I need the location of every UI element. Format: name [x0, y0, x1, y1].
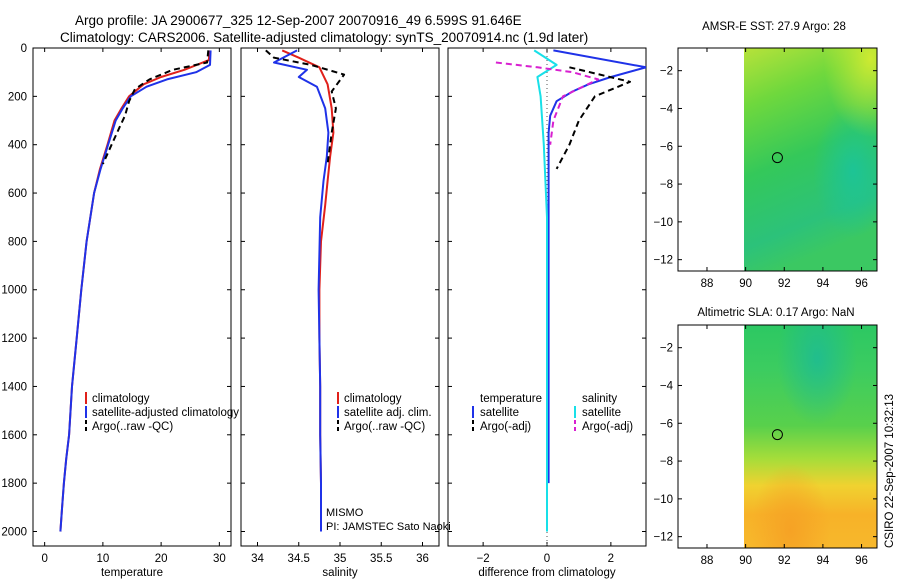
- sla_map-xtick-label: 88: [701, 555, 714, 567]
- sst_map-xtick-label: 88: [701, 278, 714, 290]
- sst_map-xtick-label: 92: [778, 278, 791, 290]
- temperature-plot-frame: [32, 47, 232, 547]
- salinity-series-group: [265, 49, 346, 532]
- temperature-legend: climatology satellite-adjusted climatolo…: [85, 392, 239, 433]
- salinity-panel: 34 34.5 35 35.5 36 salinity: [240, 47, 440, 579]
- legend-climatology-label: climatology: [344, 393, 402, 405]
- argo-float-location-marker: [771, 429, 783, 441]
- header-line-1: Argo profile: JA 2900677_325 12-Sep-2007…: [75, 13, 522, 28]
- annotation-project: MISMO: [326, 507, 364, 519]
- sst_map-frame: [677, 47, 878, 272]
- sst-map-axes: 88 90 92 94 96 −2 −4 −6 −8 −10 −12: [653, 47, 878, 290]
- sst_map-xtick-label: 94: [817, 278, 830, 290]
- temperature-series-satellite: [59, 50, 212, 532]
- salinity-annotation: MISMO PI: JAMSTEC Sato Naoki: [326, 507, 451, 533]
- difference-xtick-label: −2: [477, 553, 490, 565]
- sst_map-ytick-label: −10: [653, 217, 673, 229]
- salinity-xtick-label: 34.5: [288, 553, 310, 565]
- legend-satellite-label: satellite-adjusted climatology: [92, 407, 239, 419]
- salinity-xtick-label: 35: [334, 553, 347, 565]
- sst_map-xtick-label: 90: [739, 278, 752, 290]
- depth-tick-label: 1600: [1, 430, 27, 442]
- sla_map-ytick-label: −12: [653, 532, 673, 544]
- legend-argo-label: Argo(..raw -QC): [92, 421, 173, 433]
- depth-tick-label: 2000: [1, 526, 27, 538]
- sla_map-ytick-label: −4: [660, 380, 674, 392]
- difference-series-temperature-argo-adj-: [555, 66, 631, 170]
- depth-tick-label: 1000: [1, 285, 27, 297]
- temperature-xtick-label: 20: [155, 553, 168, 565]
- difference-legend: temperature satellite Argo(-adj) salinit…: [472, 393, 633, 433]
- sla-map: Altimetric SLA: 0.17 Argo: NaN 88 90 92 94 9…: [653, 307, 878, 567]
- difference-series-temperature-satellite: [547, 49, 646, 484]
- difference-xtick-label: 2: [608, 553, 614, 565]
- legend-salinity-heading: salinity: [582, 393, 617, 405]
- sla_map-ytick-label: −2: [660, 343, 673, 355]
- temperature-panel: 0 200 400 600 800 1000 1200 1400 1600 1800 2000 0 10…: [1, 43, 232, 579]
- temperature-xlabel: temperature: [101, 567, 163, 579]
- difference-series-salinity-satellite: [533, 49, 558, 532]
- difference-panel: −2 0 2 difference from climatology: [447, 47, 647, 579]
- depth-tick-label: 1400: [1, 381, 27, 393]
- sla_map-xtick-label: 92: [778, 555, 791, 567]
- salinity-series-argo-raw-qc-: [265, 49, 346, 165]
- sst-map-title: AMSR-E SST: 27.9 Argo: 28: [702, 21, 846, 33]
- legend-temp-satellite-label: satellite: [480, 407, 519, 419]
- legend-temperature-heading: temperature: [480, 393, 542, 405]
- temperature-xtick-label: 30: [213, 553, 226, 565]
- legend-sal-satellite-label: satellite: [582, 407, 621, 419]
- salinity-xtick-label: 34: [251, 553, 264, 565]
- sla_map-ytick-label: −10: [653, 494, 673, 506]
- sst_map-ytick-label: −12: [653, 255, 673, 267]
- difference-series-group: [495, 49, 646, 532]
- legend-sal-argo-label: Argo(-adj): [582, 421, 633, 433]
- sla_map-frame: [677, 324, 878, 549]
- sst_map-ytick-label: −2: [660, 66, 673, 78]
- legend-argo-label: Argo(..raw -QC): [344, 421, 425, 433]
- salinity-series-satellite: [273, 49, 330, 532]
- sla-map-axes: 88 90 92 94 96 −2 −4 −6 −8 −10 −12: [653, 324, 878, 567]
- timestamp-label: CSIRO 22-Sep-2007 10:32:13: [884, 394, 896, 548]
- salinity-plot-frame: [240, 47, 440, 547]
- salinity-xtick-label: 35.5: [370, 553, 392, 565]
- sst-map: AMSR-E SST: 27.9 Argo: 28 88 90 92 94 96 −2 −4…: [653, 21, 878, 290]
- temperature-xtick-label: 10: [96, 553, 109, 565]
- legend-satellite-label: satellite adj. clim.: [344, 407, 432, 419]
- depth-tick-label: 800: [8, 236, 27, 248]
- depth-tick-label: 0: [21, 43, 27, 55]
- temperature-series-group: [59, 50, 212, 532]
- sst_map-ytick-label: −4: [660, 103, 674, 115]
- depth-tick-label: 1800: [1, 478, 27, 490]
- salinity-legend: climatology satellite adj. clim. Argo(..…: [337, 392, 432, 433]
- legend-climatology-label: climatology: [92, 393, 150, 405]
- sla_map-ytick-label: −6: [660, 418, 673, 430]
- depth-tick-label: 600: [8, 188, 27, 200]
- depth-tick-label: 400: [8, 140, 27, 152]
- sla-field-high-patch: [744, 325, 877, 548]
- annotation-pi: PI: JAMSTEC Sato Naoki: [326, 521, 451, 533]
- sst_map-ytick-label: −8: [660, 179, 673, 191]
- depth-tick-label: 1200: [1, 333, 27, 345]
- salinity-xtick-label: 36: [416, 553, 429, 565]
- sst_map-xtick-label: 96: [855, 278, 868, 290]
- sst_map-ytick-label: −6: [660, 141, 673, 153]
- difference-series-salinity-argo-adj-: [495, 61, 600, 145]
- sst-field-yellow-patch: [744, 48, 877, 271]
- temperature-xtick-label: 0: [41, 553, 47, 565]
- header-line-2: Climatology: CARS2006. Satellite-adjuste…: [60, 30, 588, 45]
- legend-temp-argo-label: Argo(-adj): [480, 421, 531, 433]
- sla-map-title: Altimetric SLA: 0.17 Argo: NaN: [697, 307, 854, 319]
- depth-tick-label: 200: [8, 91, 27, 103]
- sla_map-xtick-label: 94: [817, 555, 830, 567]
- argo-float-location-marker: [771, 152, 783, 164]
- sla_map-xtick-label: 96: [855, 555, 868, 567]
- sla_map-xtick-label: 90: [739, 555, 752, 567]
- salinity-xlabel: salinity: [322, 567, 357, 579]
- difference-xlabel: difference from climatology: [478, 567, 615, 579]
- sla_map-ytick-label: −8: [660, 456, 673, 468]
- difference-xtick-label: 0: [544, 553, 550, 565]
